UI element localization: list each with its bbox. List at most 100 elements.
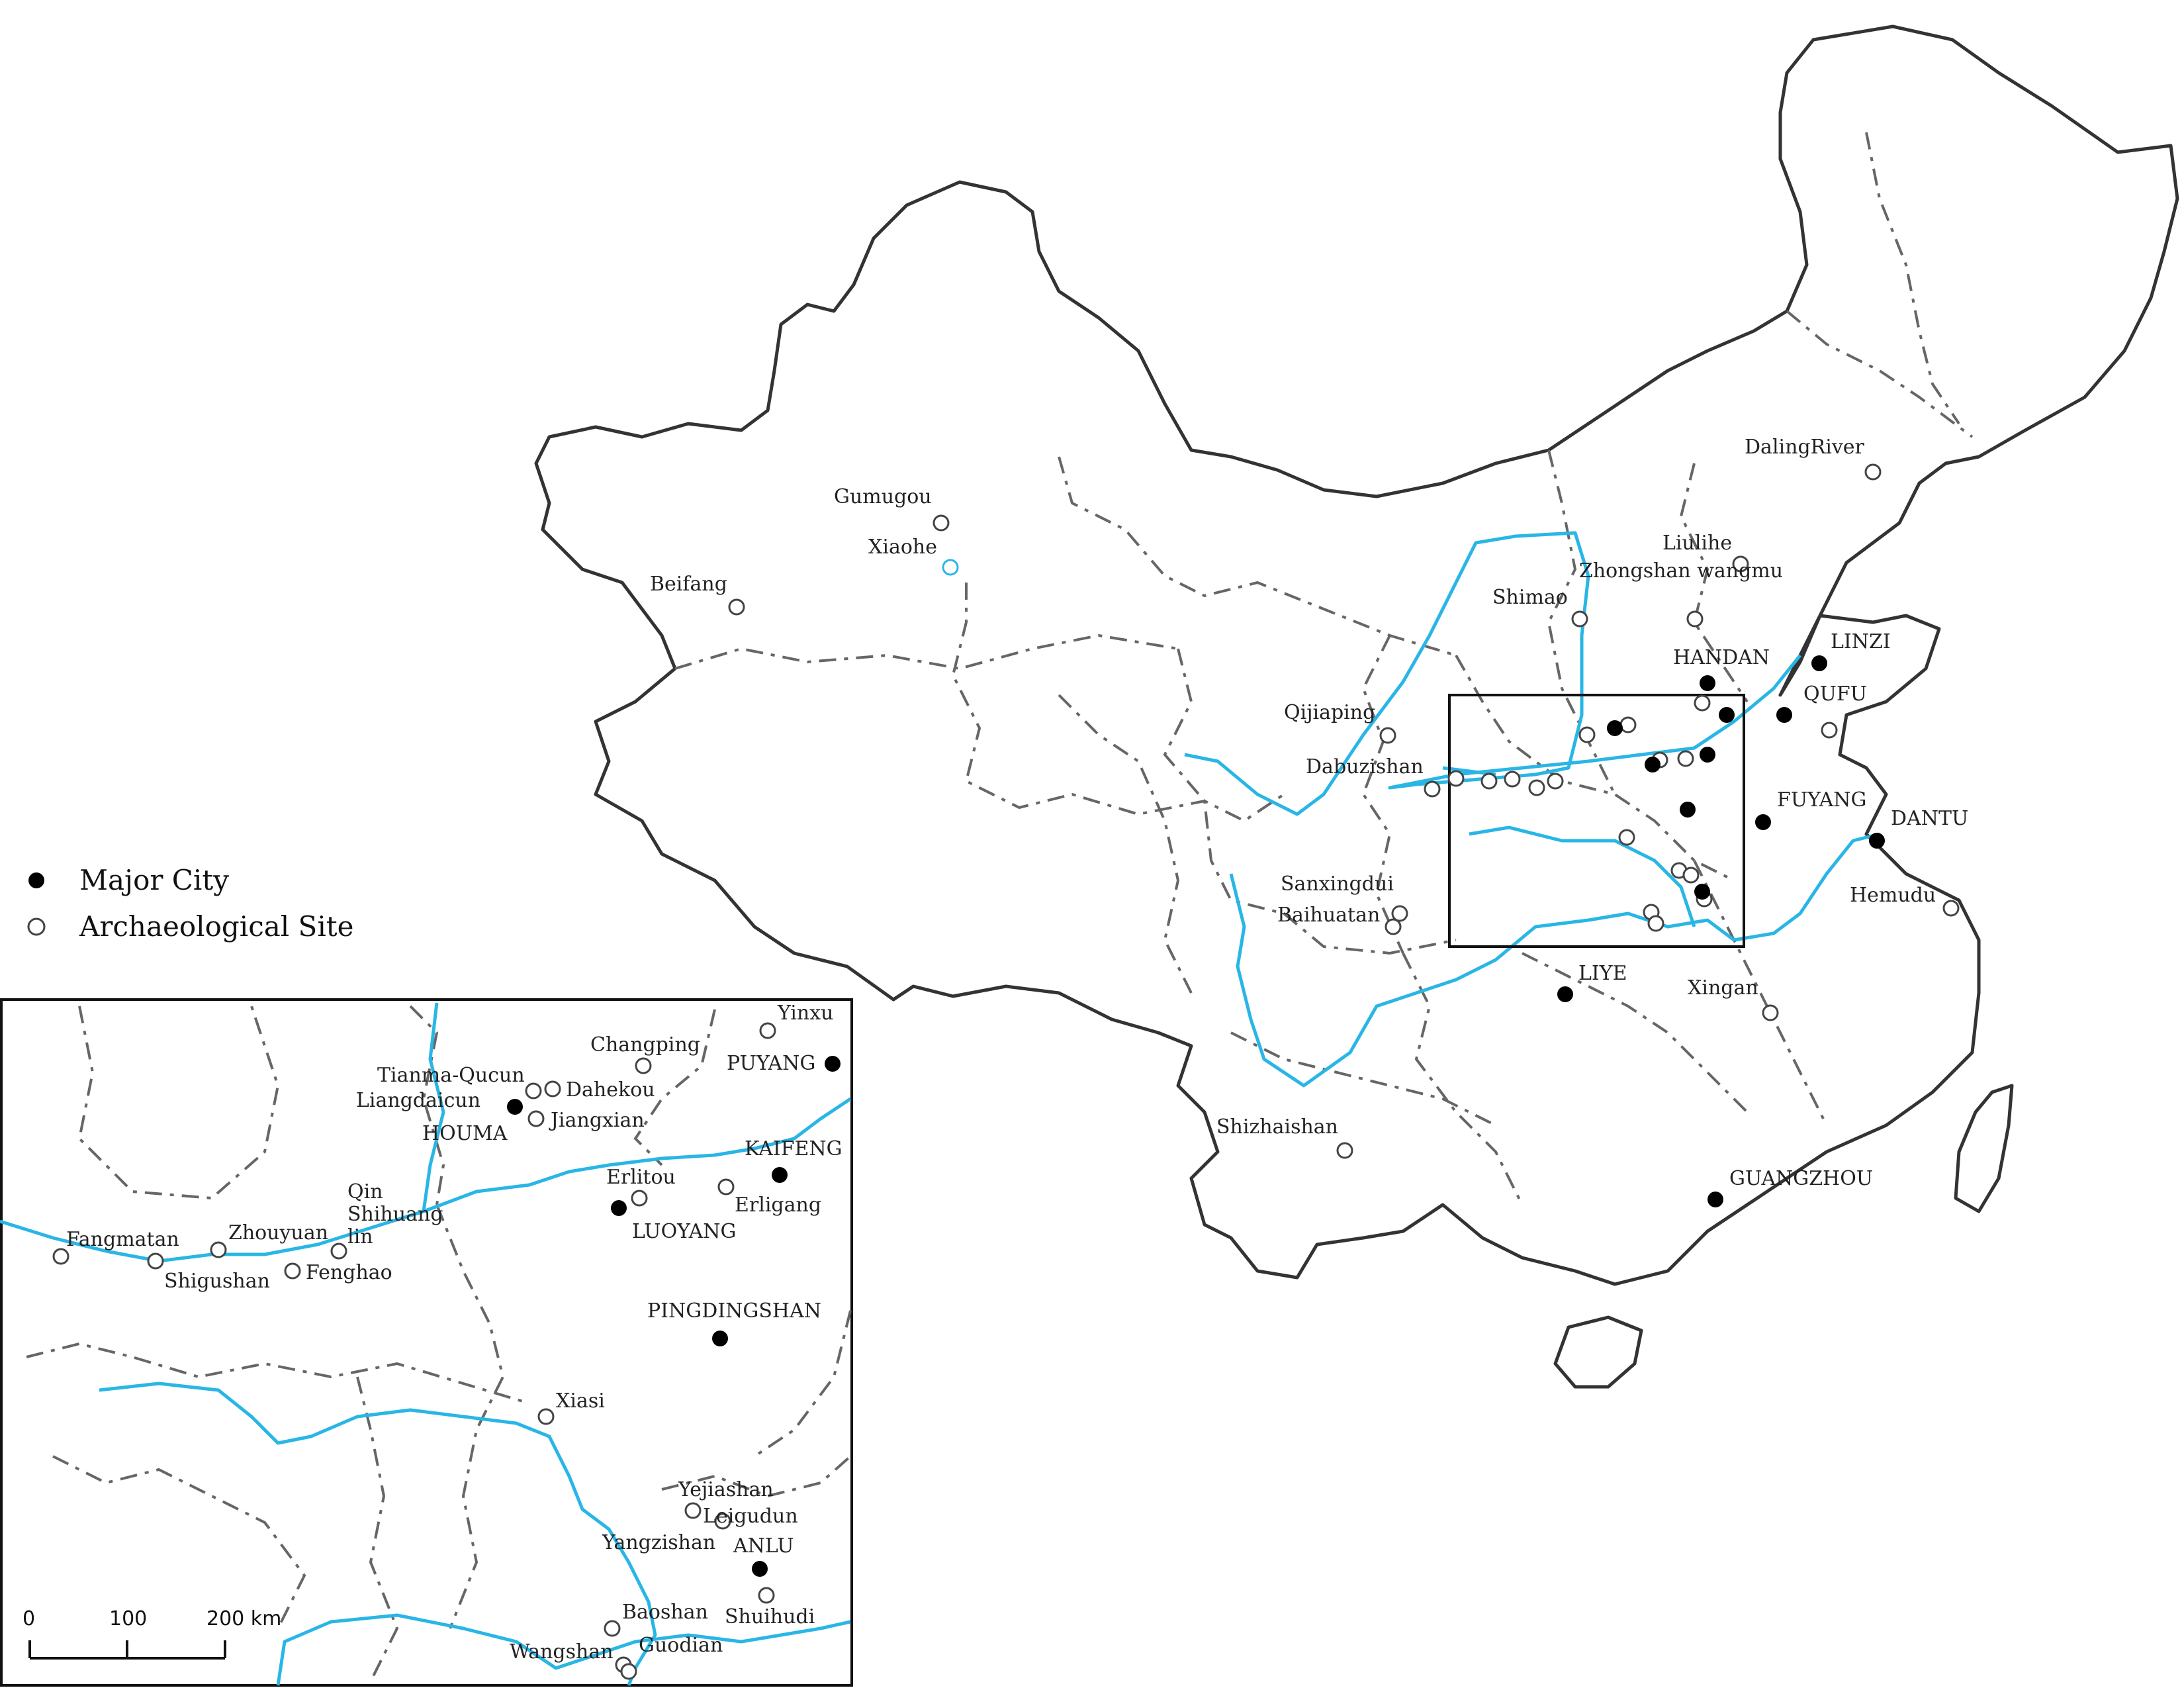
inset-site-changping[interactable]: Changping bbox=[590, 1033, 700, 1074]
site-marker-beifang[interactable]: Beifang bbox=[650, 573, 745, 616]
site-marker-xingan[interactable]: Xingan bbox=[1688, 976, 1779, 1021]
site-marker[interactable] bbox=[1682, 867, 1700, 884]
inset-border bbox=[52, 1455, 306, 1629]
inset-city-anlu[interactable]: ANLU bbox=[733, 1534, 794, 1577]
provincial-border bbox=[1455, 655, 1735, 882]
provincial-border bbox=[951, 583, 1285, 823]
site-marker[interactable] bbox=[1821, 722, 1838, 739]
site-marker[interactable] bbox=[1578, 726, 1596, 743]
inset-city-pingdingshan[interactable]: PINGDINGSHAN bbox=[647, 1299, 821, 1346]
provincial-border bbox=[1522, 952, 1749, 1113]
site-marker[interactable] bbox=[1618, 829, 1635, 846]
site-label-hemudu: Hemudu bbox=[1850, 884, 1936, 907]
hainan-outline bbox=[1553, 1315, 1643, 1389]
inset-label-liangdaicun: Liangdaicun bbox=[356, 1089, 480, 1112]
yellow-river bbox=[1184, 531, 1801, 816]
main-map-markers: Gumugou Xiaohe Beifang DalingRiver Liuli… bbox=[650, 436, 1968, 1207]
inset-label-anlu: ANLU bbox=[733, 1534, 794, 1558]
city-marker-qufu[interactable]: QUFU bbox=[1776, 682, 1867, 723]
site-marker[interactable] bbox=[1528, 779, 1545, 796]
inset-site-wangshan[interactable]: Wangshan bbox=[510, 1640, 632, 1673]
inset-city-houma[interactable]: HOUMA bbox=[422, 1099, 523, 1145]
inset-yangtze-river bbox=[276, 1613, 851, 1686]
site-marker-shizhaishan[interactable]: Shizhaishan bbox=[1216, 1115, 1353, 1159]
site-label-dalingriver: DalingRiver bbox=[1745, 436, 1865, 459]
inset-site-fangmatan[interactable]: Fangmatan bbox=[52, 1228, 179, 1265]
city-label-handan: HANDAN bbox=[1673, 646, 1770, 669]
site-marker-zhongshan-wangmu[interactable]: Zhongshan wangmu bbox=[1579, 559, 1783, 628]
site-label-sanxingdui: Sanxingdui bbox=[1281, 872, 1394, 896]
inset-site-qin-shihuang-lin[interactable]: Qin Shihuang lin bbox=[330, 1180, 449, 1260]
inset-label-guodian: Guodian bbox=[639, 1634, 723, 1657]
inset-label-yinxu: Yinxu bbox=[777, 1002, 833, 1025]
inset-site-fenghao[interactable]: Fenghao bbox=[284, 1261, 392, 1284]
legend: Major City Archaeological Site bbox=[27, 864, 353, 943]
site-marker-xiaohe[interactable]: Xiaohe bbox=[868, 536, 959, 576]
inset-site-guodian[interactable]: Guodian bbox=[620, 1634, 723, 1680]
site-label-baihuatan: Baihuatan bbox=[1277, 904, 1380, 927]
site-marker-dalingriver[interactable]: DalingRiver bbox=[1745, 436, 1882, 481]
site-marker-hemudu[interactable]: Hemudu bbox=[1850, 884, 1960, 917]
provincial-border bbox=[1679, 463, 1749, 703]
inset-site-yinxu[interactable]: Yinxu bbox=[759, 1002, 833, 1039]
site-marker[interactable] bbox=[1547, 773, 1564, 790]
inset-site-yejiashan[interactable]: Yejiashan bbox=[678, 1478, 774, 1519]
inset-map: Yinxu Changping Tianma-Qucun Dahekou Lia… bbox=[0, 998, 853, 1687]
site-marker[interactable] bbox=[1619, 716, 1637, 733]
inset-site-shuihudi[interactable]: Shuihudi bbox=[725, 1587, 815, 1628]
city-label-guangzhou: GUANGZHOU bbox=[1729, 1167, 1873, 1190]
inset-site-xiasi[interactable]: Xiasi bbox=[537, 1389, 605, 1425]
inset-label-yangzishan: Yangzishan bbox=[602, 1531, 715, 1554]
site-marker-dabuzishan[interactable]: Dabuzishan bbox=[1306, 755, 1441, 798]
inset-site-jiangxian[interactable]: Jiangxian bbox=[527, 1109, 645, 1132]
site-marker[interactable] bbox=[1677, 750, 1694, 767]
site-marker[interactable] bbox=[1647, 915, 1664, 932]
city-marker[interactable] bbox=[1694, 884, 1710, 900]
inset-site-baoshan[interactable]: Baoshan bbox=[604, 1601, 708, 1637]
city-marker-handan[interactable]: HANDAN bbox=[1673, 646, 1770, 691]
city-marker-dantu[interactable]: DANTU bbox=[1869, 807, 1968, 849]
site-marker[interactable] bbox=[1694, 694, 1711, 712]
inset-city-luoyang[interactable]: LUOYANG bbox=[611, 1200, 737, 1243]
site-marker-gumugou[interactable]: Gumugou bbox=[834, 485, 950, 532]
inset-label-fangmatan: Fangmatan bbox=[66, 1228, 179, 1251]
site-marker[interactable] bbox=[1480, 773, 1498, 790]
site-marker-baihuatan[interactable]: Baihuatan bbox=[1277, 904, 1402, 935]
site-marker-qijiaping[interactable]: Qijiaping bbox=[1284, 701, 1396, 744]
legend-site-label: Archaeological Site bbox=[79, 910, 353, 943]
provincial-border bbox=[1163, 648, 1457, 955]
city-marker-guangzhou[interactable]: GUANGZHOU bbox=[1707, 1167, 1873, 1207]
site-marker-shimao[interactable]: Shimao bbox=[1492, 586, 1588, 628]
city-marker[interactable] bbox=[1680, 802, 1696, 818]
city-marker-liye[interactable]: LIYE bbox=[1557, 962, 1627, 1002]
inset-site-erlitou[interactable]: Erlitou bbox=[606, 1166, 676, 1207]
site-label-dabuzishan: Dabuzishan bbox=[1306, 755, 1424, 778]
site-marker[interactable] bbox=[1447, 770, 1465, 787]
site-marker-liulihe[interactable]: Liulihe bbox=[1662, 532, 1749, 573]
inset-city-kaifeng[interactable]: KAIFENG bbox=[745, 1137, 842, 1183]
provincial-border bbox=[674, 633, 1179, 671]
han-river bbox=[1469, 825, 1696, 927]
inset-site-shigushan[interactable]: Shigushan bbox=[147, 1252, 270, 1293]
site-label-gumugou: Gumugou bbox=[834, 485, 932, 508]
scale-bar: 0 100 200 km bbox=[23, 1607, 281, 1660]
inset-site-zhouyuan[interactable]: Zhouyuan bbox=[210, 1221, 328, 1258]
inset-site-tianma-qucun[interactable]: Tianma-Qucun bbox=[377, 1064, 542, 1100]
site-marker[interactable] bbox=[1504, 771, 1521, 788]
inset-label-qin-shihuang-lin: Qin Shihuang lin bbox=[347, 1180, 449, 1248]
inset-label-yejiashan: Yejiashan bbox=[678, 1478, 774, 1501]
inset-label-houma: HOUMA bbox=[422, 1122, 508, 1145]
city-marker[interactable] bbox=[1719, 707, 1735, 723]
inset-site-dahekou[interactable]: Dahekou bbox=[544, 1078, 655, 1102]
inset-label-leigudun: Leigudun bbox=[703, 1505, 798, 1528]
inset-city-puyang[interactable]: PUYANG bbox=[727, 1052, 841, 1075]
scale-tick-0: 0 bbox=[23, 1607, 35, 1630]
city-marker[interactable] bbox=[1700, 747, 1715, 763]
inset-site-erligang[interactable]: Erligang bbox=[717, 1178, 821, 1217]
city-marker[interactable] bbox=[1607, 720, 1623, 736]
city-marker-fuyang[interactable]: FUYANG bbox=[1755, 788, 1866, 830]
city-marker[interactable] bbox=[1645, 757, 1661, 773]
site-marker-sanxingdui[interactable]: Sanxingdui bbox=[1281, 872, 1408, 922]
inset-site-leigudun[interactable]: Leigudun bbox=[703, 1505, 798, 1530]
city-marker-linzi[interactable]: LINZI bbox=[1811, 630, 1891, 671]
